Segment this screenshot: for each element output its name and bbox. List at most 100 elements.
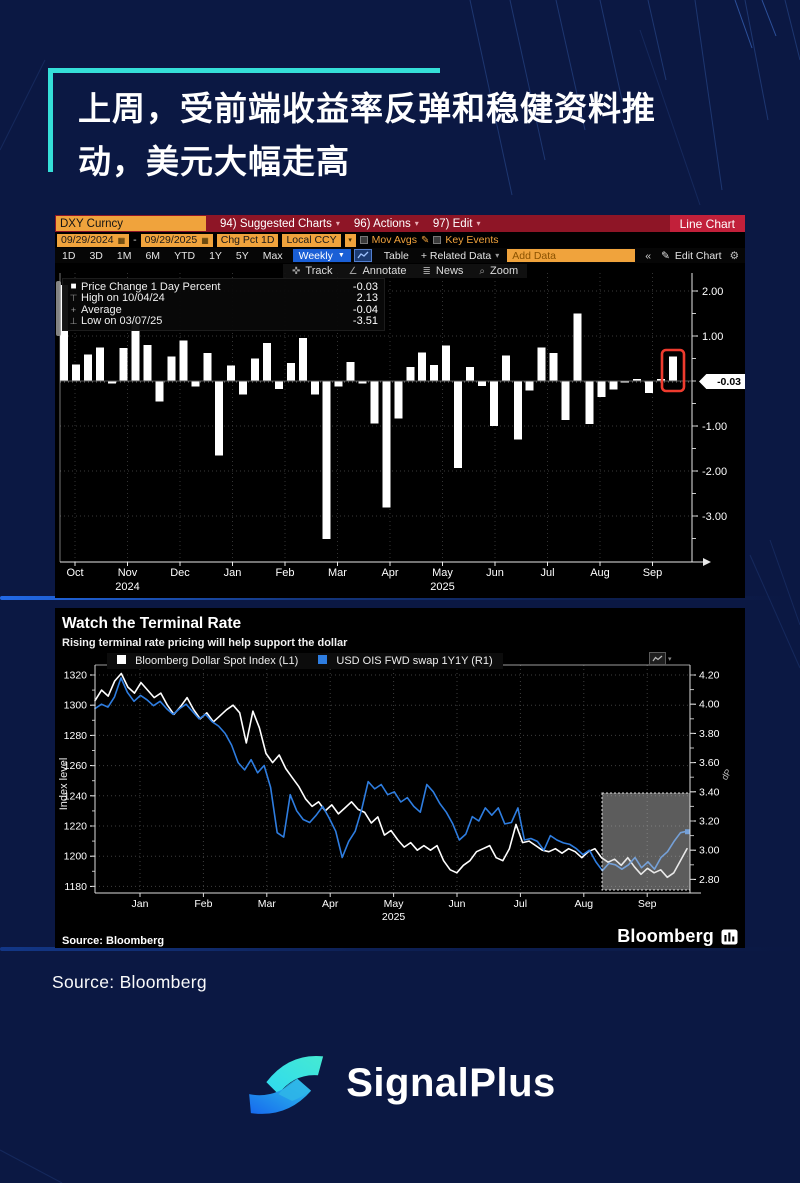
- table-button[interactable]: Table: [383, 249, 409, 262]
- left-axis-tick-label: 1320: [64, 670, 88, 682]
- x-axis-year-label: 2024: [115, 581, 139, 593]
- x-axis-month-label: Jul: [514, 898, 527, 910]
- price-change-bar-chart[interactable]: 2.00 1.00 -1.00 -2.00 -3.00 Oct Nov Dec Jan Feb Ma…: [55, 263, 745, 598]
- chart-type-label[interactable]: Line Chart: [669, 215, 745, 232]
- weekly-bar: [83, 354, 92, 381]
- key-events-label[interactable]: Key Events: [445, 234, 499, 246]
- date-from-value: 09/29/2024: [61, 234, 114, 246]
- chart-title: Watch the Terminal Rate: [62, 615, 242, 632]
- weekly-bar: [227, 365, 236, 381]
- x-axis-month-label: Apr: [322, 898, 339, 910]
- menu-edit[interactable]: 97) Edit ▾: [433, 218, 481, 230]
- line-chart-icon[interactable]: [353, 249, 372, 262]
- mov-avgs-label[interactable]: Mov Avgs: [371, 234, 417, 246]
- weekly-bar: [346, 362, 355, 381]
- y-axis-tick-label: -1.00: [702, 421, 727, 433]
- legend-row-high[interactable]: ⊤ High on 10/04/24 2.13: [66, 292, 378, 304]
- legend-row-price-change[interactable]: ■ Price Change 1 Day Percent -0.03: [66, 281, 378, 293]
- right-axis-tick-label: 3.00: [699, 845, 720, 857]
- chart-type-button[interactable]: ▾: [649, 652, 672, 665]
- menu-actions[interactable]: 96) Actions ▾: [354, 218, 419, 230]
- range-1m[interactable]: 1M: [116, 249, 132, 262]
- legend-item-ois-swap[interactable]: USD OIS FWD swap 1Y1Y (R1): [318, 655, 493, 667]
- right-axis-tick-label: 4.00: [699, 699, 720, 711]
- bloomberg-terminal-dxy: DXY Curncy 94) Suggested Charts ▾ 96) Ac…: [55, 215, 745, 598]
- zoom-tool[interactable]: ⌕ Zoom: [479, 265, 518, 277]
- period-selector[interactable]: Weekly ▼: [292, 249, 351, 262]
- date-to-field[interactable]: 09/29/2025 ▦: [140, 233, 213, 247]
- related-data-button[interactable]: + Related Data ▾: [421, 250, 499, 262]
- currency-selector[interactable]: Local CCY: [282, 233, 341, 247]
- range-5y[interactable]: 5Y: [235, 249, 249, 262]
- series-line-1: [94, 677, 688, 872]
- legend-row-average[interactable]: + Average -0.04: [66, 304, 378, 316]
- signalplus-icon: [249, 1055, 324, 1114]
- collapse-button[interactable]: «: [645, 249, 652, 262]
- annotate-tool[interactable]: ∠ Annotate: [348, 265, 406, 277]
- weekly-bar: [239, 381, 248, 395]
- chevron-down-icon: ▼: [337, 252, 345, 259]
- weekly-bar: [501, 355, 510, 381]
- range-6m[interactable]: 6M: [145, 249, 161, 262]
- legend-item-dollar-index[interactable]: Bloomberg Dollar Spot Index (L1): [117, 655, 298, 667]
- weekly-bar: [298, 337, 307, 381]
- weekly-bar: [513, 381, 522, 440]
- tool-label: News: [435, 265, 464, 277]
- left-axis-tick-label: 1200: [64, 851, 88, 863]
- range-3d[interactable]: 3D: [89, 249, 103, 262]
- add-data-input[interactable]: Add Data: [507, 249, 636, 262]
- date-from-field[interactable]: 09/29/2024 ▦: [57, 233, 130, 247]
- page-title-line2: 动，美元大幅走高: [78, 142, 350, 182]
- x-axis-month-label: Jan: [224, 567, 242, 579]
- terminal-rate-line-chart[interactable]: 1320 1300 1280 1260 1240 1220 1200 1180 4.20 4.00…: [55, 662, 745, 924]
- field-selector[interactable]: Chg Pct 1D: [216, 233, 279, 247]
- left-axis-tick-label: 1180: [64, 881, 87, 893]
- annotate-icon: ∠: [348, 265, 358, 277]
- high-marker-icon: ⊤: [69, 292, 78, 303]
- menu-suggested-charts[interactable]: 94) Suggested Charts ▾: [220, 218, 340, 230]
- weekly-bar: [60, 285, 68, 381]
- currency-dropdown-icon[interactable]: ▾: [344, 233, 356, 247]
- calendar-icon: ▦: [201, 235, 209, 245]
- range-1d[interactable]: 1D: [62, 249, 76, 262]
- edit-chart-button[interactable]: ✎ Edit Chart: [661, 250, 722, 262]
- series-swatch-icon: [117, 655, 126, 664]
- weekly-bar: [155, 381, 164, 402]
- chart-legend: ■ Price Change 1 Day Percent -0.03 ⊤ Hig…: [62, 278, 385, 331]
- left-axis-tick-label: 1240: [64, 790, 88, 802]
- range-1y[interactable]: 1Y: [209, 249, 222, 262]
- menu-label: 97) Edit: [432, 217, 473, 230]
- gear-icon[interactable]: ⚙: [729, 249, 739, 262]
- x-axis-month-label: May: [384, 898, 405, 910]
- bloomberg-wordmark: Bloomberg: [617, 926, 714, 946]
- x-axis-month-label: Sep: [643, 567, 663, 579]
- x-axis-month-label: Jun: [486, 567, 504, 579]
- x-axis-month-label: Jan: [132, 898, 149, 910]
- right-axis-tick-label: 3.20: [699, 816, 720, 828]
- news-tool[interactable]: ≣ News: [423, 265, 464, 277]
- chart-subtitle: Rising terminal rate pricing will help s…: [62, 637, 348, 649]
- weekly-bar: [442, 345, 451, 381]
- weekly-bar: [382, 381, 391, 508]
- weekly-bar: [370, 381, 379, 424]
- right-axis-tick-label: 3.60: [699, 757, 720, 769]
- pencil-icon[interactable]: ✎: [420, 234, 430, 246]
- track-tool[interactable]: ✜ Track: [292, 265, 332, 277]
- range-max[interactable]: Max: [262, 249, 283, 262]
- weekly-bar: [609, 381, 618, 390]
- legend-label: Price Change 1 Day Percent: [81, 280, 221, 293]
- weekly-bar: [179, 340, 188, 381]
- range-ytd[interactable]: YTD: [174, 249, 196, 262]
- mov-avgs-checkbox[interactable]: [359, 236, 368, 244]
- legend-value: -3.51: [352, 315, 378, 328]
- key-events-checkbox[interactable]: [433, 236, 442, 244]
- menu-label: 96) Actions: [353, 217, 411, 230]
- weekly-bar: [406, 367, 415, 381]
- legend-row-low[interactable]: ⊥ Low on 03/07/25 -3.51: [66, 315, 378, 328]
- x-axis-year-label: 2025: [430, 581, 454, 593]
- ticker-field[interactable]: DXY Curncy: [56, 216, 206, 231]
- weekly-bar: [358, 381, 367, 384]
- bloomberg-terminal-icon: [721, 929, 738, 944]
- y-axis-tick-label: -2.00: [702, 466, 727, 478]
